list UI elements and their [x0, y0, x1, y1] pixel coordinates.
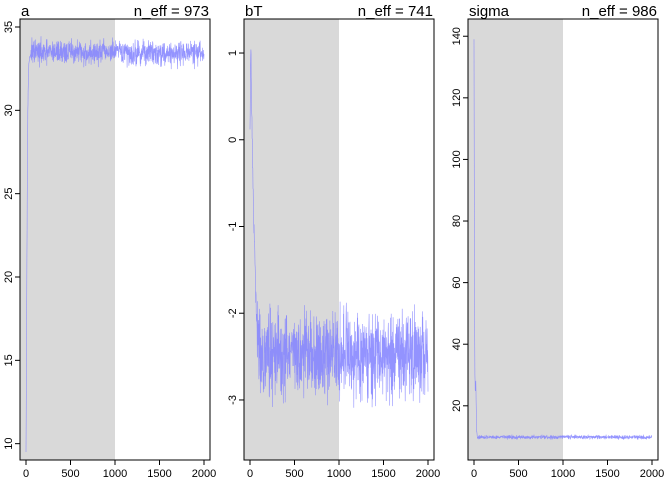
- y-tick-label: 25: [3, 188, 15, 200]
- x-tick-label: 1000: [327, 468, 351, 480]
- x-tick-label: 500: [61, 468, 79, 480]
- y-tick-label: 40: [451, 338, 463, 350]
- panel-title: a: [21, 3, 30, 20]
- x-tick-label: 1500: [595, 468, 619, 480]
- trace-line-sigma: [473, 39, 653, 440]
- y-tick-label: 60: [451, 276, 463, 288]
- n-eff-annotation: n_eff = 986: [582, 3, 657, 20]
- x-tick-label: 2000: [640, 468, 664, 480]
- x-tick-label: 0: [471, 468, 477, 480]
- y-tick-label: -2: [227, 308, 239, 318]
- trace-panel-bt: 0 500 1000 1500 2000 -3 -2 -1 0 1 bT n_eff = 741: [227, 3, 440, 480]
- y-tick-label: 15: [3, 354, 15, 366]
- trace-panel-a: 0 500 1000 1500 2000 10 15 20 25 30 35 a n_eff = 973: [3, 3, 216, 480]
- n-eff-annotation: n_eff = 741: [358, 3, 433, 20]
- trace-line-a: [25, 36, 205, 453]
- panel-title: bT: [245, 3, 263, 20]
- x-tick-label: 500: [509, 468, 527, 480]
- y-tick-label: 30: [3, 104, 15, 116]
- x-tick-label: 1500: [147, 468, 171, 480]
- y-tick-label: 140: [451, 27, 463, 45]
- x-tick-label: 2000: [192, 468, 216, 480]
- y-tick-label: 100: [451, 150, 463, 168]
- y-tick-label: 35: [3, 21, 15, 33]
- panel-title: sigma: [469, 3, 510, 20]
- trace-panel-sigma: 0 500 1000 1500 2000 20 40 60 80 100 120 140 sigma n_…: [451, 3, 664, 480]
- x-tick-label: 2000: [416, 468, 440, 480]
- x-tick-label: 1000: [103, 468, 127, 480]
- y-tick-label: 80: [451, 215, 463, 227]
- y-tick-label: -3: [227, 395, 239, 405]
- warmup-region: [244, 19, 339, 460]
- n-eff-annotation: n_eff = 973: [134, 3, 209, 20]
- x-tick-label: 0: [23, 468, 29, 480]
- y-tick-label: 10: [3, 438, 15, 450]
- warmup-region: [20, 19, 115, 460]
- y-tick-label: 1: [227, 50, 239, 56]
- x-tick-label: 1500: [371, 468, 395, 480]
- warmup-region: [468, 19, 563, 460]
- y-tick-label: -1: [227, 222, 239, 232]
- trace-line-bt: [249, 49, 429, 408]
- y-tick-label: 20: [451, 400, 463, 412]
- y-tick-label: 20: [3, 271, 15, 283]
- y-tick-label: 120: [451, 89, 463, 107]
- x-tick-label: 1000: [551, 468, 575, 480]
- y-tick-label: 0: [227, 137, 239, 143]
- x-tick-label: 500: [285, 468, 303, 480]
- x-tick-label: 0: [247, 468, 253, 480]
